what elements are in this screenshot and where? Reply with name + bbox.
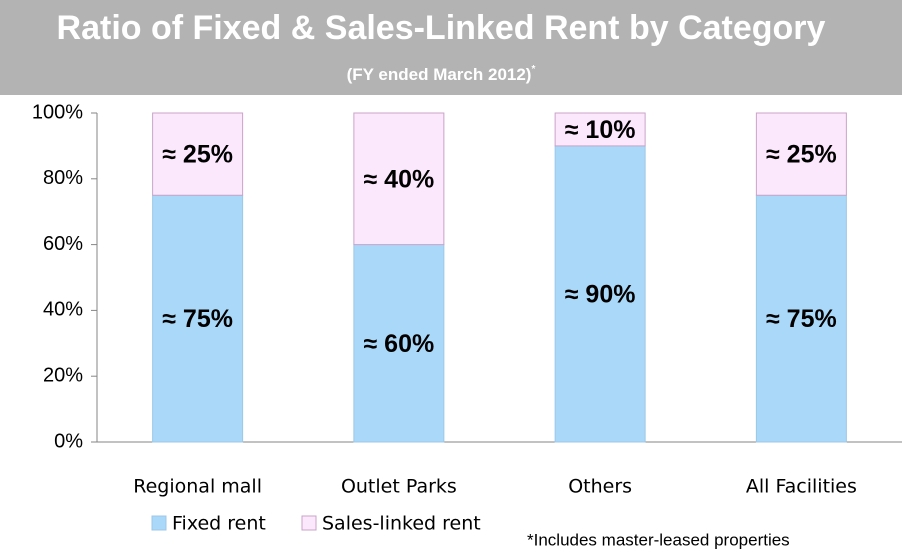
bar-segment [353, 244, 445, 443]
subtitle-text: (FY ended March 2012) [347, 65, 532, 84]
bar-segment [554, 145, 646, 443]
x-tick-label: All Facilities [746, 476, 857, 498]
bar-segment [152, 112, 244, 196]
footnote: *Includes master-leased properties [527, 530, 790, 549]
chart-title: Ratio of Fixed & Sales-Linked Rent by Ca… [57, 9, 826, 47]
data-label: ≈ 75% [766, 305, 837, 333]
bar-segment [755, 194, 847, 443]
x-tick-label: Regional mall [133, 476, 262, 498]
data-label: ≈ 90% [565, 281, 636, 309]
data-label: ≈ 25% [766, 141, 837, 169]
legend-label: Sales-linked rent [322, 513, 481, 535]
data-label: ≈ 10% [565, 116, 636, 144]
data-label: ≈ 40% [364, 165, 435, 193]
bar-segment [755, 112, 847, 196]
legend-swatch [151, 515, 167, 531]
legend-swatch [301, 515, 317, 531]
y-tick-label: 80% [43, 167, 83, 189]
y-tick-label: 20% [43, 364, 83, 386]
subtitle-mark: * [531, 64, 535, 75]
data-label: ≈ 75% [162, 305, 233, 333]
y-tick-label: 100% [32, 101, 83, 123]
x-tick-label: Outlet Parks [341, 476, 457, 498]
y-tick-label: 60% [43, 233, 83, 255]
legend-label: Fixed rent [172, 513, 266, 535]
title-banner [0, 0, 902, 95]
x-tick-label: Others [568, 476, 632, 498]
data-label: ≈ 60% [364, 330, 435, 358]
y-tick-label: 0% [54, 430, 83, 452]
bar-segment [554, 112, 646, 147]
chart-subtitle: (FY ended March 2012)* [347, 64, 536, 85]
y-tick-label: 40% [43, 299, 83, 321]
data-label: ≈ 25% [162, 141, 233, 169]
bar-segment [152, 194, 244, 443]
bar-segment [353, 112, 445, 246]
